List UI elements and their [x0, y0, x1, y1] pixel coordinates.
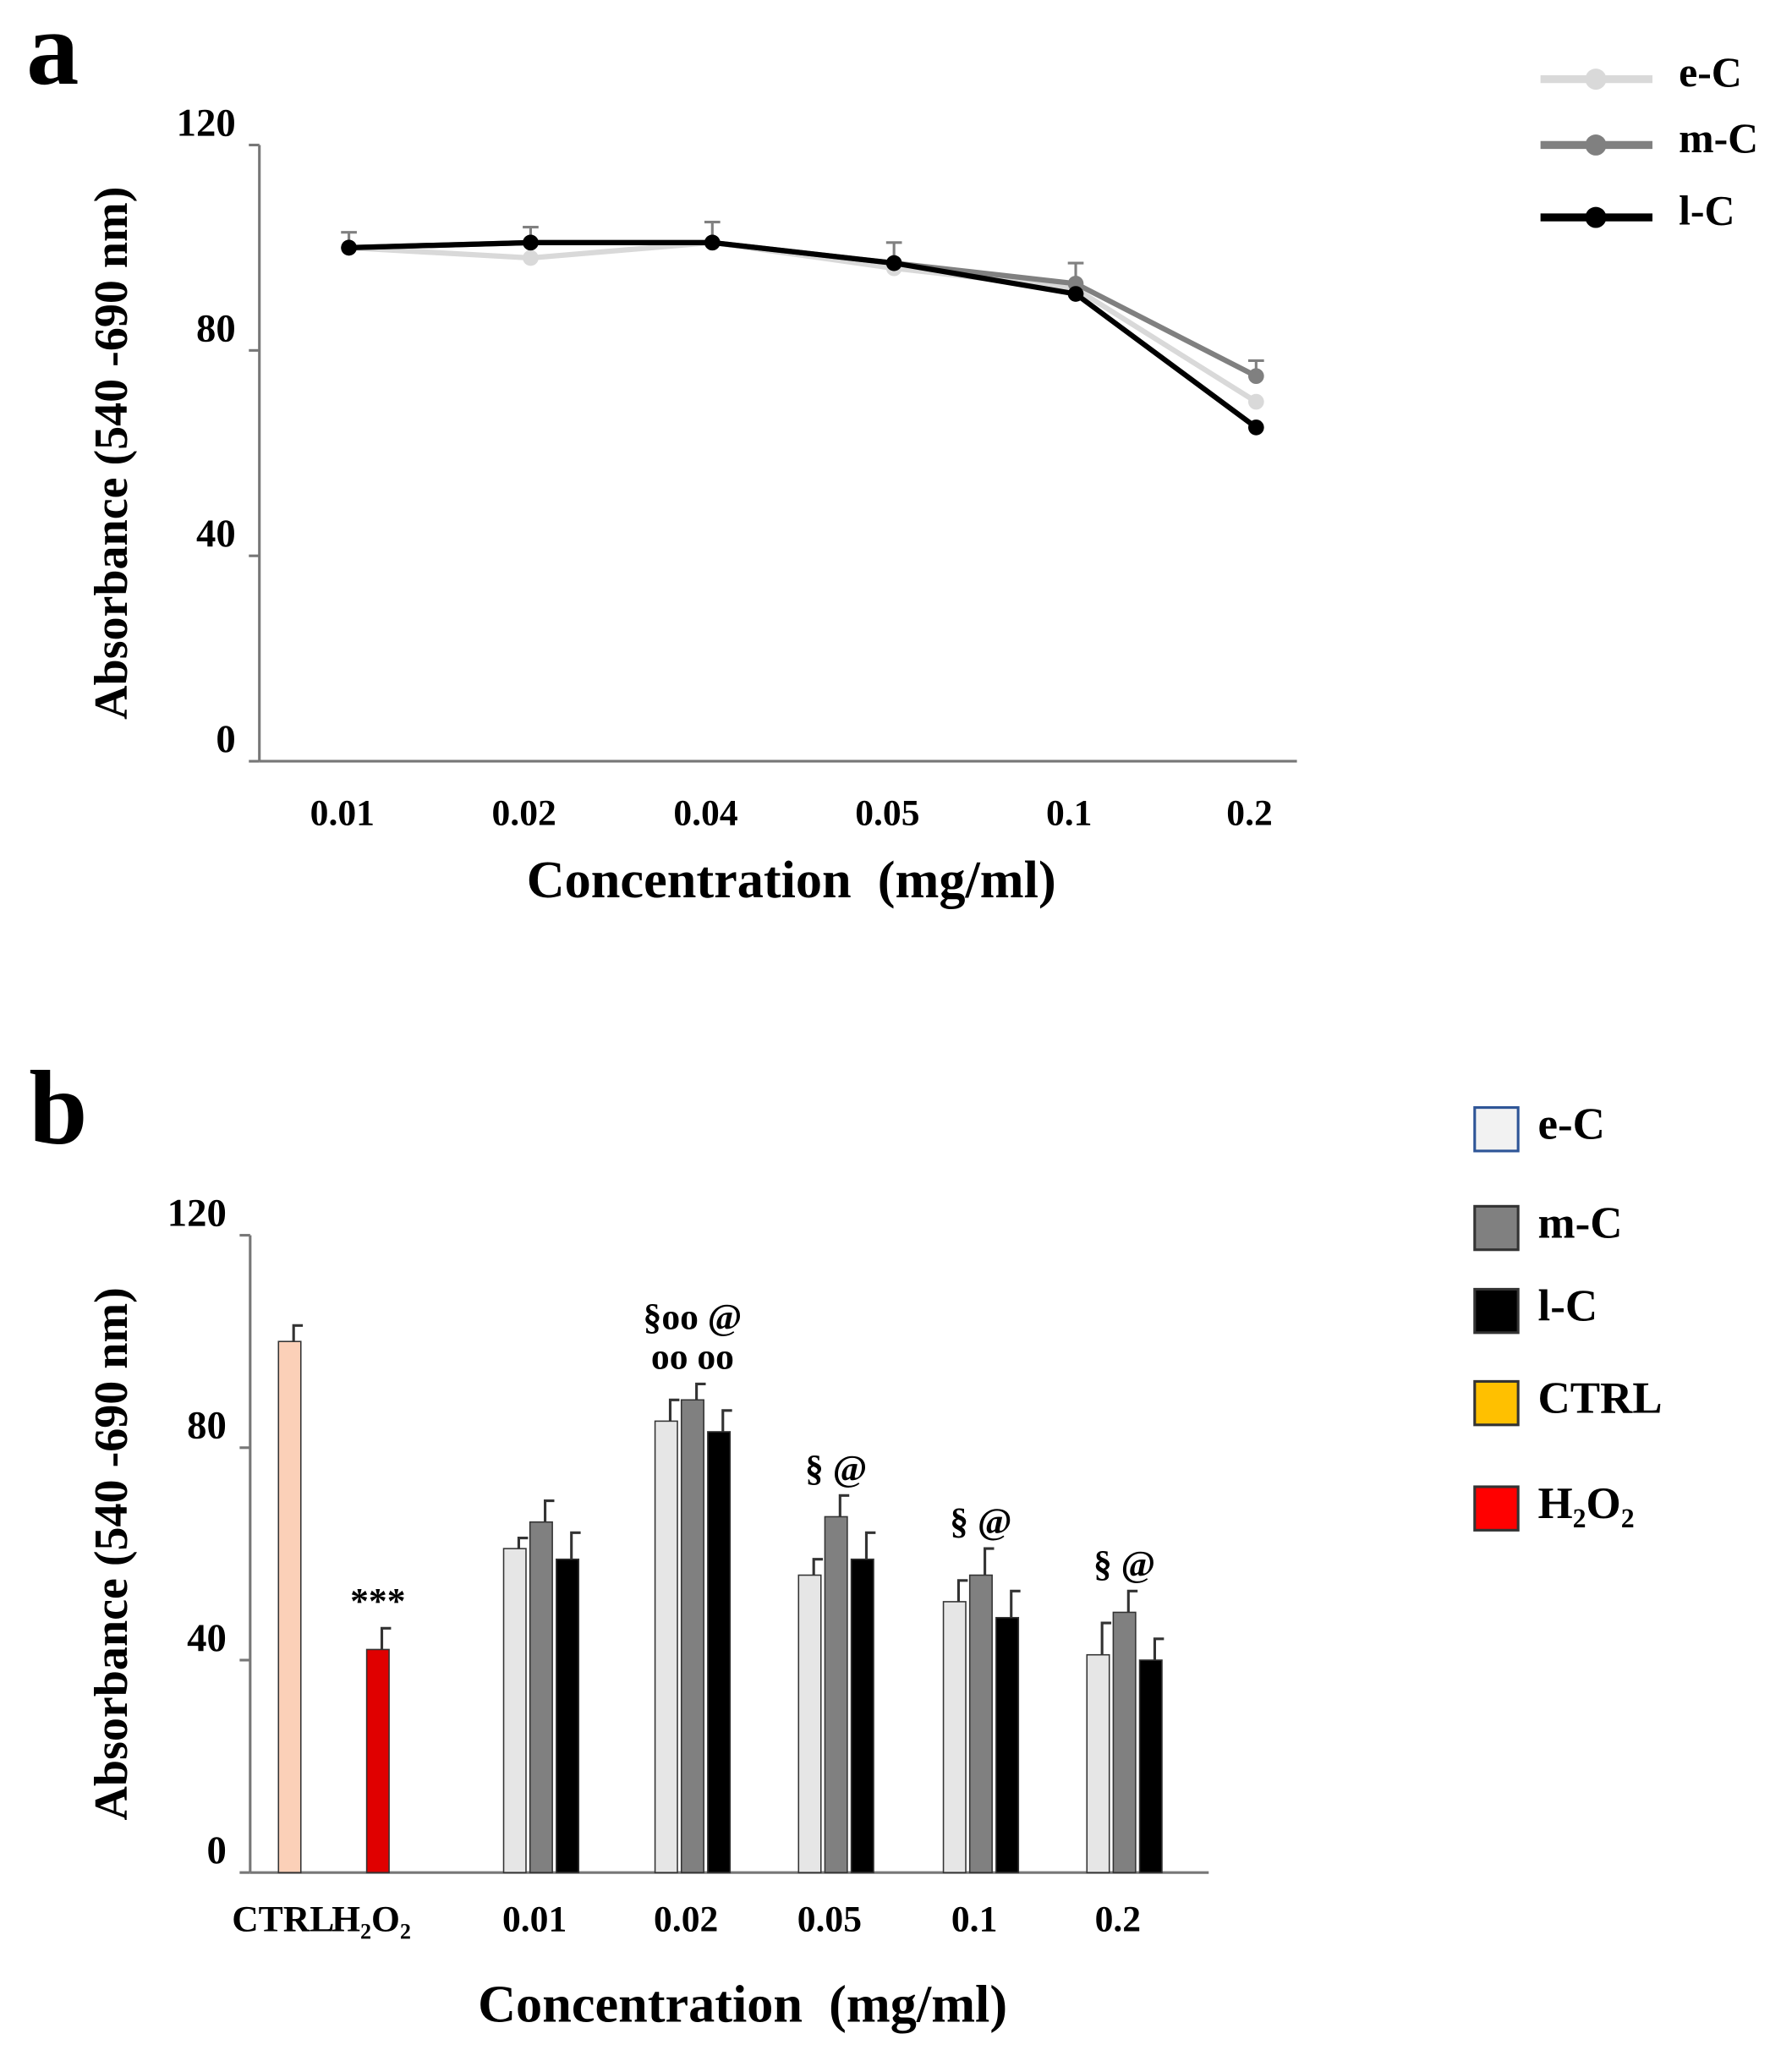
- marker: [1067, 286, 1084, 302]
- bar: [556, 1558, 580, 1873]
- x-tick-label: 0.04: [673, 792, 737, 833]
- legend-label: H₂O₂: [1538, 1479, 1635, 1528]
- marker: [885, 255, 902, 271]
- annotation: § @: [805, 1448, 867, 1488]
- x-tick-label: 0.02: [654, 1899, 718, 1939]
- marker: [523, 249, 539, 266]
- error-bar: [380, 1626, 392, 1650]
- error-bar: [695, 1382, 706, 1400]
- marker: [523, 234, 539, 251]
- marker: [1247, 368, 1264, 385]
- legend-swatch: [1473, 1379, 1520, 1427]
- marker: [341, 239, 357, 256]
- bar: [707, 1431, 732, 1873]
- x-tick-label: 0.2: [1226, 792, 1272, 833]
- y-tick-label: 40: [187, 1616, 227, 1660]
- bar: [995, 1616, 1020, 1873]
- legend-label: e-C: [1538, 1100, 1605, 1149]
- annotation: § @: [950, 1501, 1011, 1542]
- error-bar: [668, 1398, 680, 1422]
- error-bar: [1100, 1621, 1112, 1655]
- error-bar: [1126, 1589, 1138, 1613]
- legend-swatch: [1473, 1106, 1520, 1153]
- legend-marker: [1585, 206, 1607, 228]
- marker: [1247, 419, 1264, 436]
- bar: [654, 1420, 678, 1873]
- legend-marker: [1585, 134, 1607, 156]
- y-axis-title: Absorbance (540 -690 nm): [85, 187, 138, 720]
- x-tick-label: 0.1: [951, 1899, 997, 1939]
- y-tick-label: 0: [216, 717, 235, 761]
- legend-label: m-C: [1538, 1198, 1623, 1247]
- panel-letter: a: [26, 0, 79, 107]
- error-bar: [1010, 1589, 1021, 1618]
- y-tick-label: 80: [196, 306, 236, 350]
- error-bar: [1153, 1637, 1165, 1660]
- error-bar: [864, 1531, 876, 1559]
- error-bar: [721, 1409, 732, 1432]
- error-bar: [812, 1558, 824, 1576]
- bar: [797, 1574, 822, 1873]
- legend-label: CTRL: [1538, 1373, 1663, 1422]
- legend-label: e-C: [1679, 49, 1742, 96]
- x-tick-label: 0.1: [1046, 792, 1092, 833]
- x-tick-label: 0.02: [492, 792, 556, 833]
- error-bar: [570, 1531, 581, 1559]
- annotation: ***: [350, 1581, 405, 1621]
- x-tick-label: 0.01: [502, 1899, 567, 1939]
- bar: [824, 1516, 848, 1873]
- bar: [365, 1648, 390, 1873]
- bar: [942, 1601, 967, 1873]
- x-axis-title: Concentration (mg/ml): [478, 1976, 1007, 2033]
- x-tick-label: 0.05: [797, 1899, 862, 1939]
- error-bar: [838, 1494, 850, 1517]
- marker: [1247, 393, 1264, 410]
- legend-marker: [1585, 69, 1607, 90]
- legend-swatch: [1473, 1287, 1520, 1335]
- error-bar: [517, 1536, 529, 1549]
- panel-letter: b: [29, 1050, 87, 1166]
- annotation: oo oo: [651, 1336, 734, 1377]
- bar: [1138, 1659, 1163, 1873]
- legend-label: l-C: [1679, 187, 1734, 233]
- y-tick-label: 120: [167, 1192, 227, 1236]
- annotation: §oo @: [644, 1297, 743, 1338]
- x-tick-label: H₂O₂: [332, 1899, 411, 1939]
- bar: [529, 1521, 553, 1873]
- bar: [277, 1340, 302, 1873]
- series-line: [348, 239, 1258, 404]
- error-bar: [956, 1579, 968, 1602]
- error-bar: [544, 1499, 555, 1522]
- bar: [1112, 1611, 1137, 1873]
- legend-swatch: [1473, 1204, 1520, 1252]
- legend-swatch: [1473, 1485, 1520, 1532]
- marker: [704, 234, 721, 251]
- legend-label: l-C: [1538, 1281, 1598, 1330]
- x-axis-title: Concentration (mg/ml): [527, 852, 1056, 909]
- bar: [968, 1574, 993, 1873]
- error-bar: [292, 1324, 304, 1342]
- y-tick-label: 80: [187, 1404, 227, 1448]
- x-tick-label: CTRL: [232, 1899, 334, 1939]
- legend-label: m-C: [1679, 115, 1758, 162]
- bar: [502, 1548, 527, 1873]
- series-line: [348, 239, 1258, 379]
- bar: [1086, 1653, 1110, 1873]
- x-tick-label: 0.05: [855, 792, 919, 833]
- annotation: § @: [1093, 1543, 1155, 1584]
- y-tick-label: 40: [196, 512, 236, 556]
- series-line: [348, 239, 1258, 430]
- bar: [680, 1399, 704, 1873]
- y-axis-title: Absorbance (540 -690 nm): [85, 1287, 138, 1820]
- error-bar: [984, 1547, 995, 1576]
- y-tick-label: 120: [177, 101, 236, 145]
- y-tick-label: 0: [206, 1828, 226, 1872]
- x-tick-label: 0.01: [310, 792, 375, 833]
- bar: [850, 1558, 874, 1873]
- x-tick-label: 0.2: [1095, 1899, 1141, 1939]
